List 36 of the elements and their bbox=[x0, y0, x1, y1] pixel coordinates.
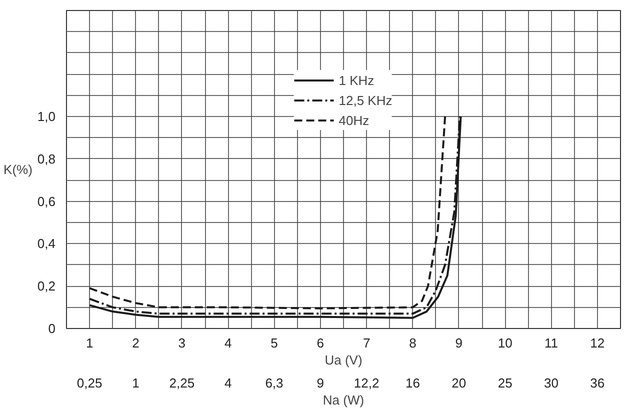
y-tick-label: 0,2 bbox=[37, 278, 56, 294]
x-tick-label: 9 bbox=[455, 336, 463, 350]
x-tick-label: 7 bbox=[362, 336, 370, 350]
text: 4 bbox=[224, 376, 232, 390]
x-tick-label: 12 bbox=[590, 336, 605, 350]
legend-label: 12,5 KHz bbox=[338, 92, 392, 108]
x-tick-label: 8 bbox=[409, 336, 416, 350]
text: 9 bbox=[316, 376, 324, 390]
x-axis-title: Ua (V) bbox=[324, 352, 362, 368]
text: 0,25 bbox=[76, 376, 102, 390]
legend-label: 40Hz bbox=[338, 112, 370, 128]
x-tick-label: 2 bbox=[132, 336, 140, 350]
text: 36 bbox=[590, 376, 605, 390]
y-tick-label: 1,0 bbox=[37, 109, 56, 124]
text: 1 bbox=[132, 376, 140, 390]
y-tick-label: 0,4 bbox=[37, 236, 56, 252]
legend-label: 1 KHz bbox=[338, 72, 374, 88]
x-tick-label: 5 bbox=[270, 336, 278, 350]
text: 20 bbox=[452, 376, 466, 390]
y-tick-label: 0 bbox=[48, 321, 56, 336]
text: 16 bbox=[406, 376, 420, 390]
text: 12,2 bbox=[354, 376, 380, 390]
x-tick-label: 10 bbox=[498, 336, 512, 350]
y-tick-label: 0,6 bbox=[37, 194, 56, 209]
y-axis-title: K(%) bbox=[4, 162, 32, 177]
x-tick-label: 3 bbox=[178, 336, 186, 350]
y-tick-label: 0,8 bbox=[37, 151, 56, 166]
x-tick-label: 4 bbox=[224, 336, 232, 350]
x-tick-label: 11 bbox=[544, 336, 558, 350]
text: 6,3 bbox=[265, 376, 284, 390]
text: 30 bbox=[544, 376, 558, 390]
x-tick-label: 6 bbox=[316, 336, 324, 350]
text: Na (W) bbox=[322, 392, 364, 408]
text: 25 bbox=[498, 376, 512, 390]
text: 2,25 bbox=[169, 376, 195, 390]
x-tick-label: 1 bbox=[86, 336, 94, 350]
